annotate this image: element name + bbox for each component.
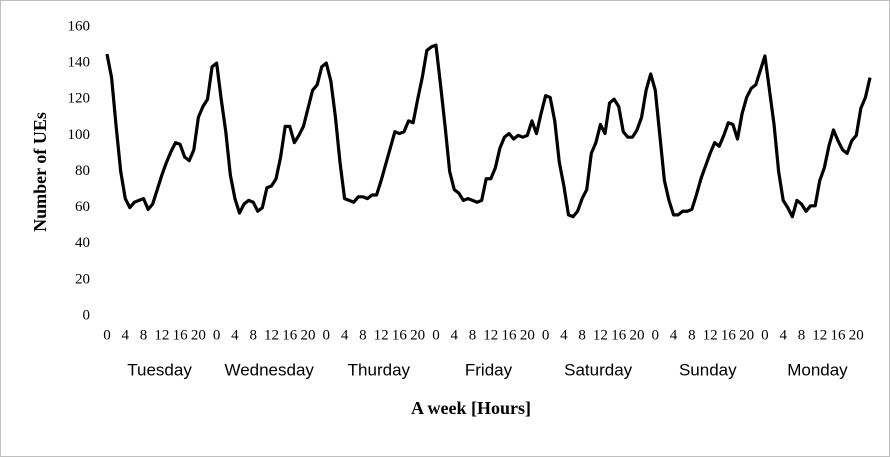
y-tick-label: 40 [75,235,90,251]
x-tick-label: 4 [231,327,239,343]
x-tick-label: 16 [502,327,518,343]
x-tick-label: 8 [798,327,806,343]
x-tick-label: 0 [323,327,331,343]
y-tick-label: 100 [68,127,91,143]
x-tick-label: 16 [282,327,298,343]
y-tick-label: 60 [75,199,90,215]
x-tick-label: 12 [703,327,718,343]
x-tick-label: 4 [450,327,458,343]
x-tick-label: 20 [301,327,316,343]
x-tick-label: 20 [520,327,535,343]
x-tick-label: 0 [761,327,769,343]
day-label: Friday [465,360,513,379]
x-tick-label: 0 [652,327,660,343]
x-tick-label: 12 [374,327,389,343]
x-tick-label: 8 [578,327,586,343]
x-tick-label: 20 [739,327,754,343]
x-tick-label: 4 [779,327,787,343]
x-tick-label: 16 [721,327,737,343]
x-tick-label: 8 [359,327,367,343]
day-label: Sunday [679,360,737,379]
x-tick-label: 12 [483,327,498,343]
x-tick-label: 8 [140,327,148,343]
x-tick-label: 12 [154,327,169,343]
y-tick-label: 120 [68,91,91,107]
y-axis-title: Number of UEs [30,112,50,232]
x-tick-label: 16 [392,327,408,343]
x-tick-label: 12 [264,327,279,343]
day-label: Monday [787,360,848,379]
x-tick-label: 20 [410,327,425,343]
x-tick-label: 16 [611,327,627,343]
y-tick-label: 0 [83,307,91,323]
x-tick-label: 20 [191,327,206,343]
x-tick-label: 4 [670,327,678,343]
x-tick-label: 0 [542,327,550,343]
y-tick-label: 140 [68,55,91,71]
x-axis-title: A week [Hours] [411,398,531,418]
x-tick-label: 20 [849,327,864,343]
x-tick-label: 12 [812,327,827,343]
x-tick-label: 0 [432,327,440,343]
day-label: Tuesday [127,360,192,379]
x-tick-label: 8 [249,327,257,343]
day-label: Saturday [564,360,633,379]
x-tick-label: 16 [173,327,189,343]
x-tick-label: 20 [629,327,644,343]
data-line [105,43,872,219]
x-tick-label: 8 [469,327,477,343]
x-tick-label: 0 [213,327,221,343]
y-tick-label: 80 [75,163,90,179]
x-tick-label: 16 [831,327,847,343]
x-tick-label: 8 [688,327,696,343]
x-tick-label: 4 [122,327,130,343]
x-tick-label: 4 [560,327,568,343]
y-tick-label: 20 [75,271,90,287]
y-tick-label: 160 [68,18,91,34]
x-tick-label: 4 [341,327,349,343]
day-label: Thurday [348,360,411,379]
x-tick-label: 0 [103,327,111,343]
x-tick-label: 12 [593,327,608,343]
day-label: Wednesday [224,360,314,379]
